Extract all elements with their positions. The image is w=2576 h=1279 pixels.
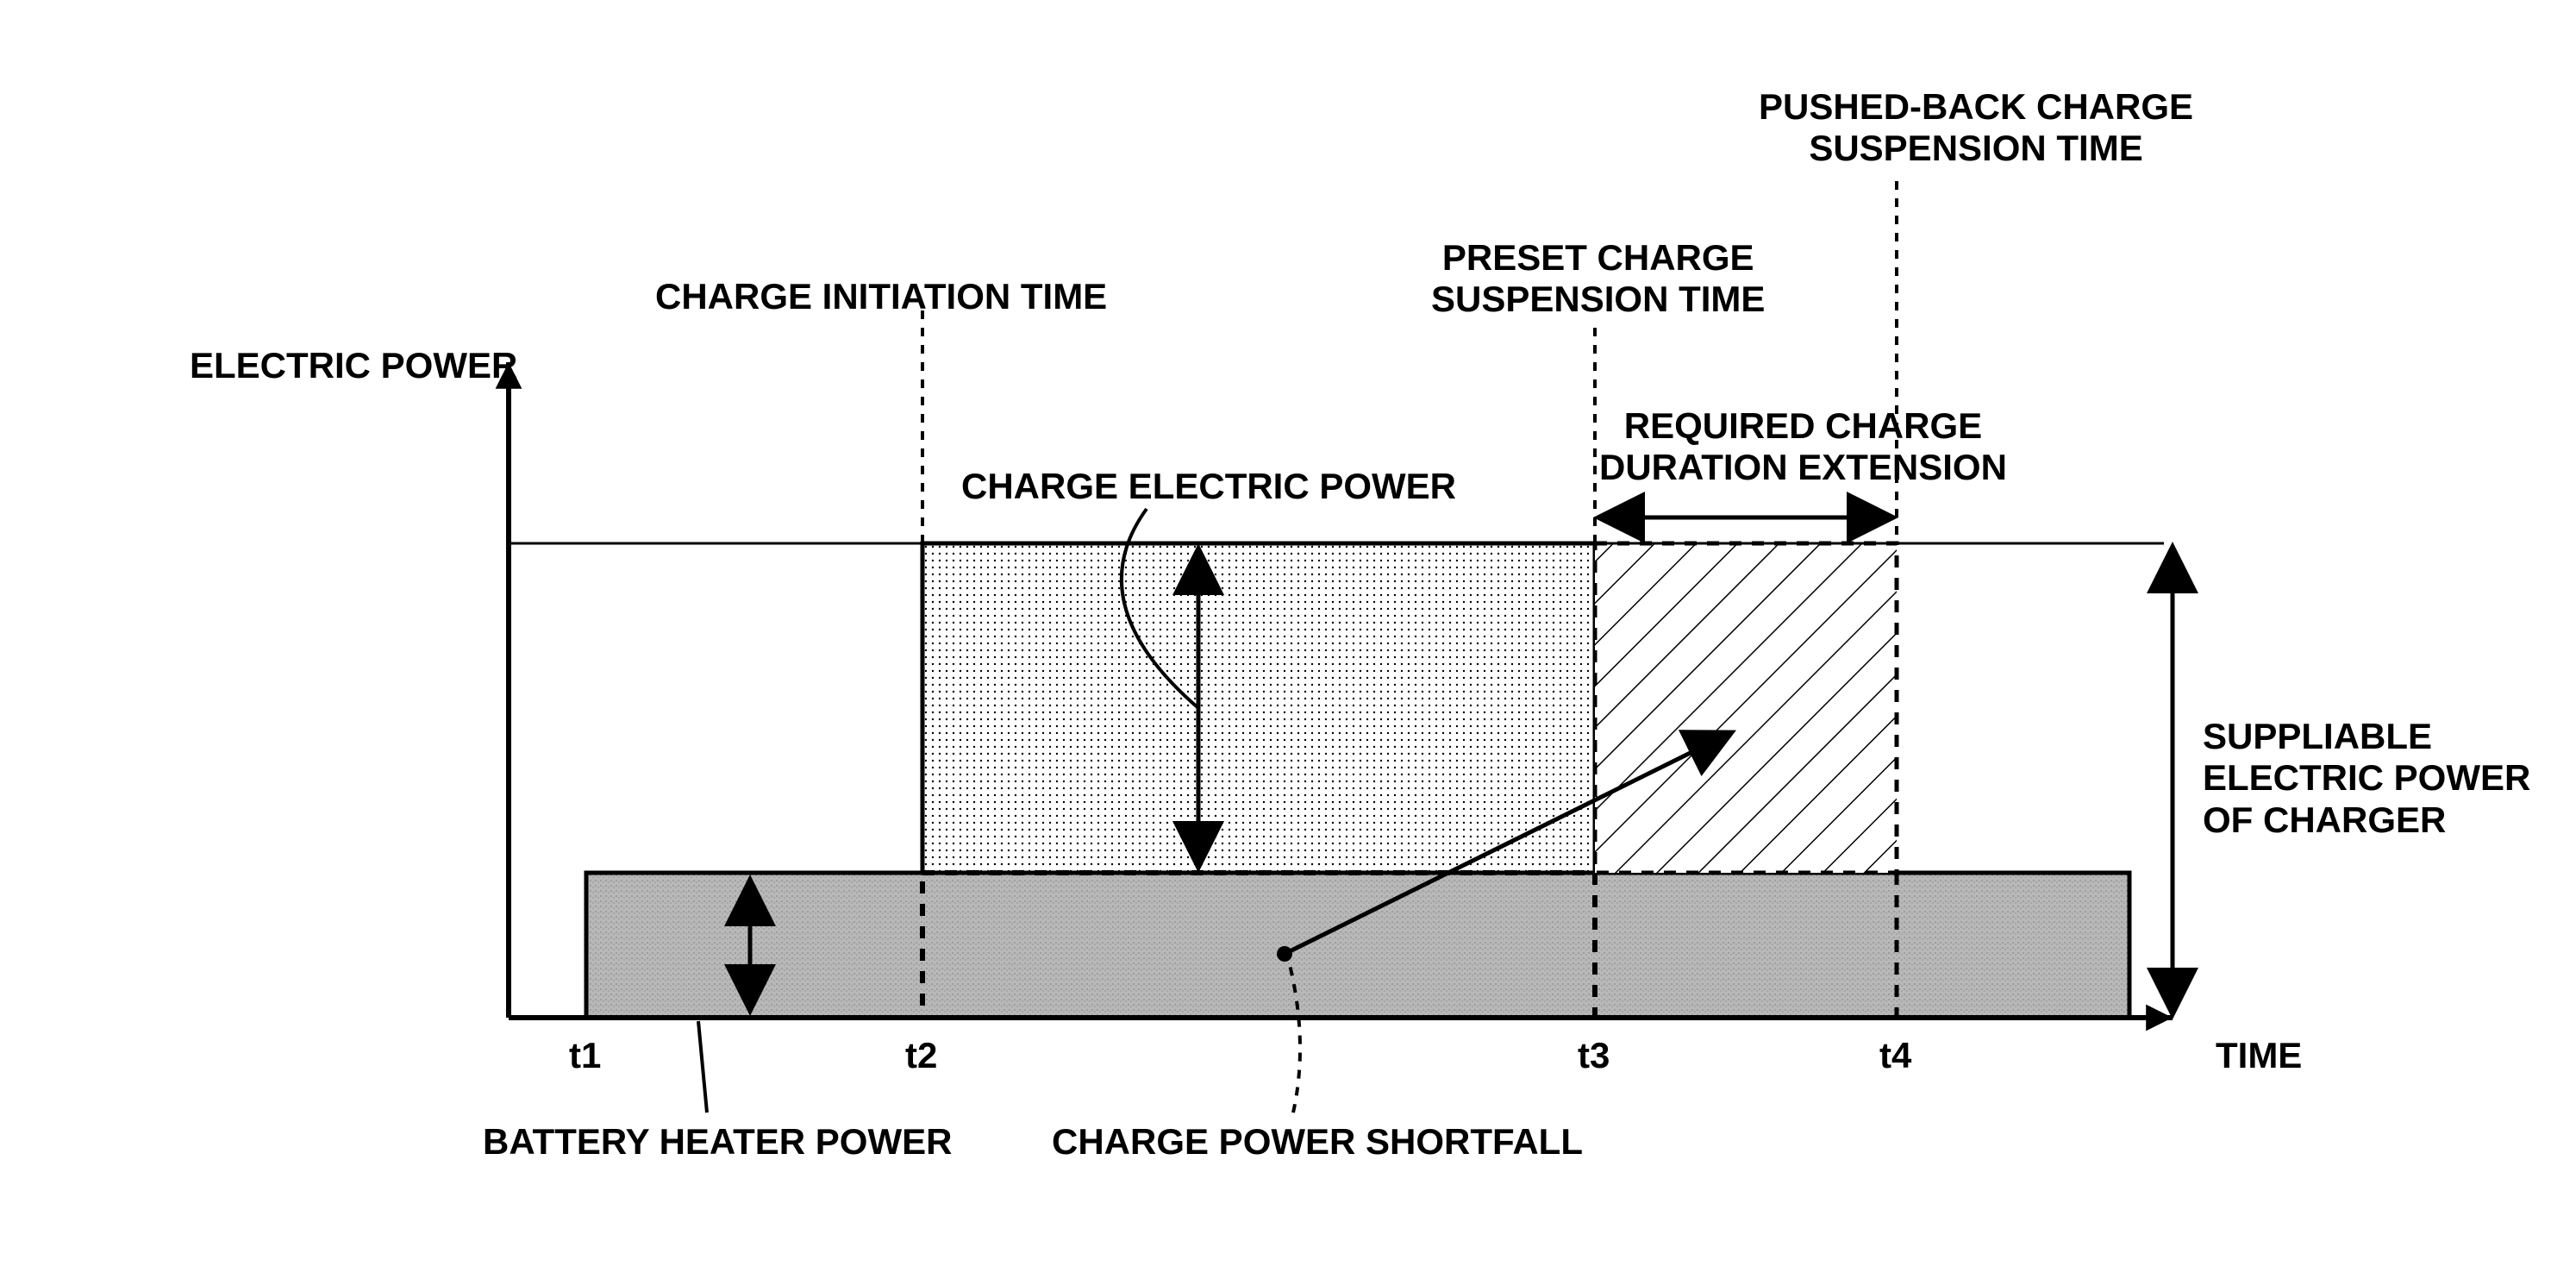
y-axis-label: ELECTRIC POWER xyxy=(190,345,517,386)
x-axis-label: TIME xyxy=(2216,1035,2302,1076)
tick-t1: t1 xyxy=(569,1035,601,1076)
battery-heater-label: BATTERY HEATER POWER xyxy=(483,1121,952,1163)
required-extension-label: REQUIRED CHARGE DURATION EXTENSION xyxy=(1599,405,2007,489)
preset-suspension-label: PRESET CHARGE SUSPENSION TIME xyxy=(1431,237,1765,321)
tick-t2: t2 xyxy=(905,1035,937,1076)
suppliable-label: SUPPLIABLE ELECTRIC POWER OF CHARGER xyxy=(2203,716,2530,841)
pushed-back-label: PUSHED-BACK CHARGE SUSPENSION TIME xyxy=(1759,86,2193,170)
tick-t3: t3 xyxy=(1578,1035,1610,1076)
charge-electric-power-label: CHARGE ELECTRIC POWER xyxy=(961,466,1456,507)
power-time-diagram xyxy=(0,0,2576,1279)
shortfall-label: CHARGE POWER SHORTFALL xyxy=(1052,1121,1583,1163)
tick-t4: t4 xyxy=(1879,1035,1911,1076)
charge-initiation-label: CHARGE INITIATION TIME xyxy=(655,276,1107,317)
